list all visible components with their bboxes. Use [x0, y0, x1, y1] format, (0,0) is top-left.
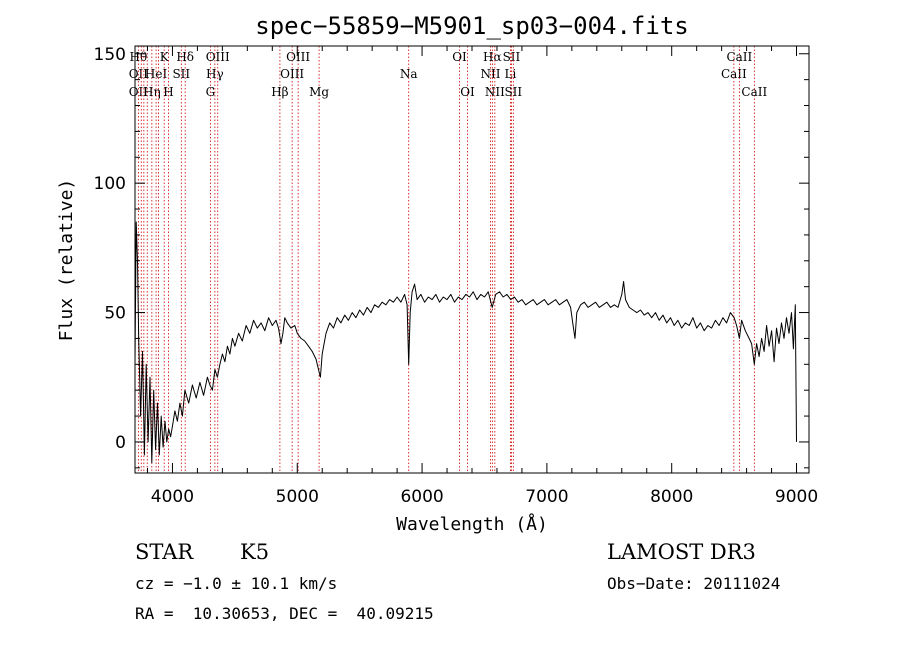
line-label: OIII: [286, 50, 310, 64]
y-tick-label: 0: [115, 433, 126, 453]
line-label: SII: [503, 50, 521, 64]
spectrum-series-group: [134, 221, 797, 464]
line-label: OII: [129, 67, 149, 81]
line-label: Hα: [483, 50, 502, 64]
line-label: OIII: [280, 67, 304, 81]
object-class: STAR: [135, 540, 194, 564]
line-label: Hη: [143, 85, 161, 99]
line-label: CaII: [741, 85, 767, 99]
x-tick-label: 6000: [400, 487, 443, 507]
plot-frame: [134, 45, 810, 474]
chart-title: spec−55859−M5901_sp03−004.fits: [255, 12, 688, 40]
redshift-info: cz = −1.0 ± 10.1 km/s: [135, 574, 338, 593]
line-label: Na: [400, 67, 418, 81]
object-subclass: K5: [240, 540, 270, 564]
line-label: OIII: [206, 50, 230, 64]
coordinates: RA = 10.30653, DEC = 40.09215: [135, 604, 434, 623]
line-label: SII: [172, 67, 190, 81]
line-label: Hγ: [206, 67, 224, 81]
y-axis-label: Flux (relative): [56, 179, 77, 342]
line-label: NII: [485, 85, 505, 99]
axis-ticks: 4000 5000 6000 7000 8000 9000 0 50 100 150: [94, 45, 819, 507]
line-label: Hθ: [130, 50, 148, 64]
x-tick-label: 4000: [151, 487, 194, 507]
x-tick-label: 5000: [276, 487, 319, 507]
line-label: OI: [452, 50, 467, 64]
y-tick-label: 50: [104, 304, 126, 324]
line-label: OII: [129, 85, 149, 99]
spectrum-line-0: [134, 221, 797, 464]
line-label: OI: [460, 85, 475, 99]
x-tick-label: 7000: [525, 487, 568, 507]
observation-date: Obs−Date: 20111024: [607, 574, 781, 593]
line-label: H: [163, 85, 173, 99]
line-label: HeI: [145, 67, 168, 81]
line-label: Mg: [309, 85, 329, 99]
line-label: NII: [480, 67, 500, 81]
x-tick-label: 8000: [650, 487, 693, 507]
line-label: CaII: [721, 67, 747, 81]
line-label: SII: [504, 85, 522, 99]
y-tick-label: 150: [94, 45, 126, 65]
line-label: G: [206, 85, 216, 99]
line-label: K: [160, 50, 170, 64]
y-tick-label: 100: [94, 174, 126, 194]
line-label: Hβ: [271, 85, 288, 99]
line-label: CaII: [726, 50, 752, 64]
line-label: Li: [505, 67, 517, 81]
x-axis-label: Wavelength (Å): [396, 513, 548, 535]
line-label: Hδ: [176, 50, 194, 64]
x-tick-label: 9000: [775, 487, 818, 507]
survey-name: LAMOST DR3: [607, 540, 756, 564]
emission-line-markers: HθOIIOIIHηHeIKHSIIHδGHγOIIIHβOIIIOIIIMgN…: [129, 46, 767, 473]
